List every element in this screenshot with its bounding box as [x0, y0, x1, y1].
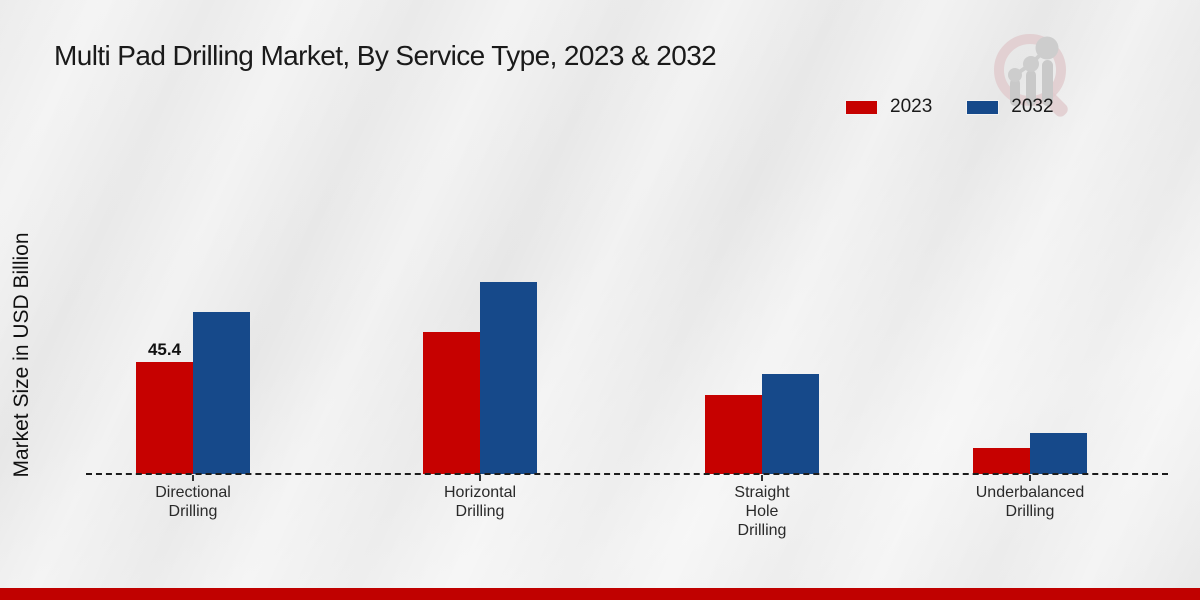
bar-2023-category-3: [973, 448, 1030, 474]
x-axis-baseline: [86, 473, 1168, 475]
category-label-2: Straight Hole Drilling: [734, 484, 790, 539]
x-axis-tick: [1029, 475, 1031, 481]
x-axis-tick: [192, 475, 194, 481]
bar-2032-category-2: [762, 374, 819, 474]
legend: 2023 2032: [845, 96, 1054, 118]
legend-item-2032: 2032: [966, 96, 1054, 118]
legend-item-2023: 2023: [845, 96, 932, 118]
y-axis-label: Market Size in USD Billion: [10, 232, 33, 478]
legend-label-2023: 2023: [890, 96, 933, 117]
magnifier-bar-chart-logo-icon: [994, 34, 1068, 117]
category-label-3: Underbalanced Drilling: [975, 484, 1085, 520]
legend-label-2032: 2032: [1011, 96, 1054, 117]
bar-2023-category-2: [705, 395, 762, 474]
category-label-0: Directional Drilling: [155, 484, 231, 520]
x-axis-tick: [479, 475, 481, 481]
category-label-1: Horizontal Drilling: [443, 484, 517, 520]
footer-accent-band: [0, 588, 1200, 600]
bar-2032-category-3: [1030, 433, 1087, 474]
bar-2023-category-0: [136, 362, 193, 474]
legend-swatch-2023: [845, 99, 878, 115]
chart-title: Multi Pad Drilling Market, By Service Ty…: [54, 40, 717, 71]
bar-data-label: 45.4: [147, 340, 182, 359]
legend-swatch-2032: [966, 99, 1000, 115]
bar-2032-category-0: [193, 312, 250, 474]
bar-2032-category-1: [480, 282, 537, 474]
x-axis-tick: [761, 475, 763, 481]
bar-2023-category-1: [423, 332, 480, 474]
